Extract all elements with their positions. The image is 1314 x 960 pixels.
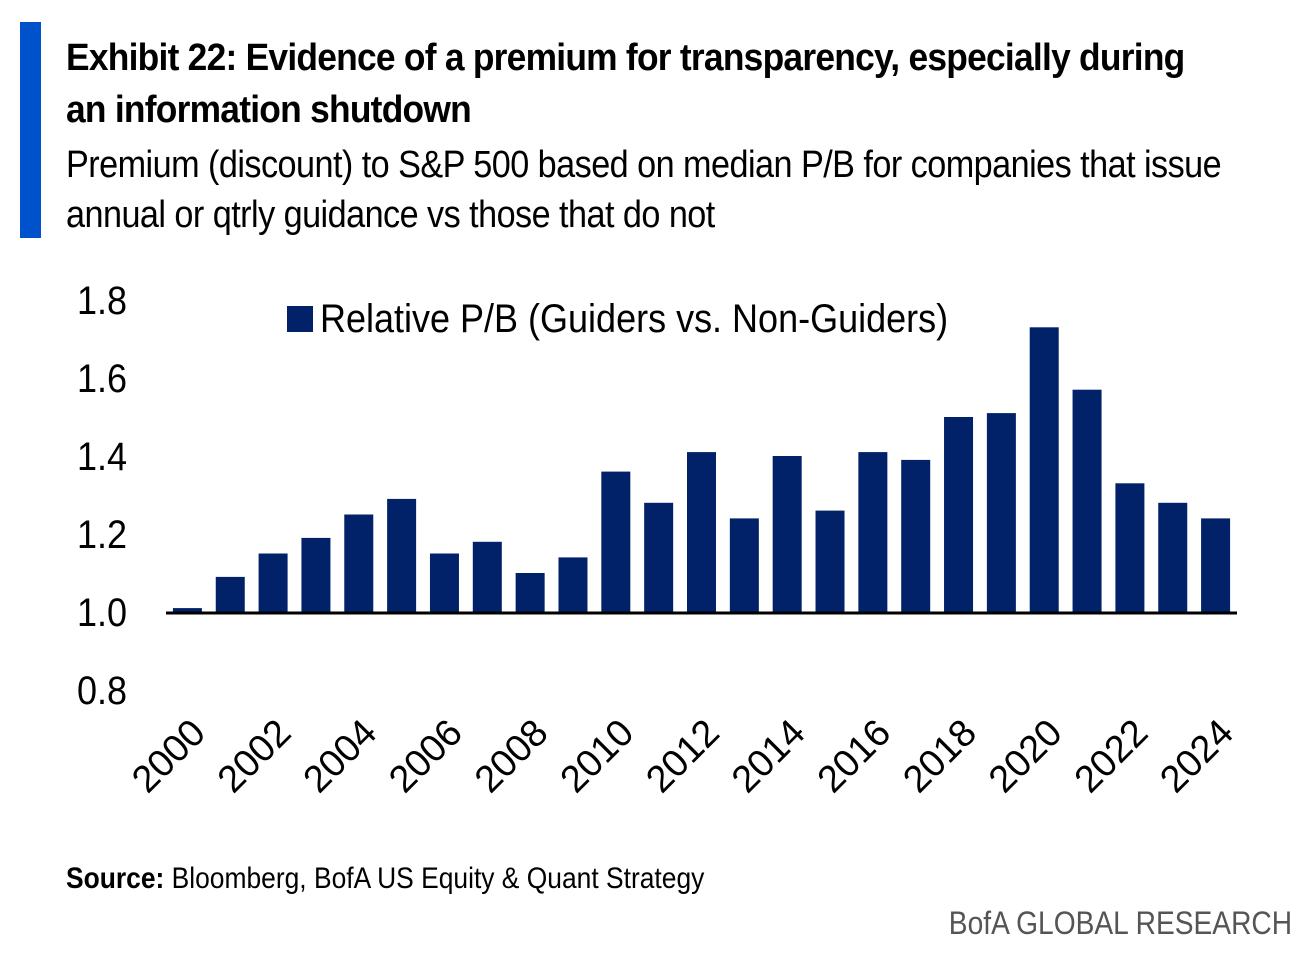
bar-2003: [301, 537, 331, 612]
x-tick-label: 2012: [638, 712, 727, 801]
y-tick-label: 0.8: [77, 669, 127, 713]
bar-2020: [1029, 327, 1059, 612]
bar-2011: [644, 502, 674, 612]
bar-2014: [772, 456, 802, 612]
x-tick-label: 2024: [1152, 712, 1241, 801]
chart-subtitle: Premium (discount) to S&P 500 based on m…: [66, 144, 1222, 236]
bar-2023: [1158, 502, 1188, 612]
x-tick-label: 2020: [981, 712, 1070, 801]
x-tick-label: 2002: [210, 712, 299, 801]
x-tick-label: 2008: [467, 712, 556, 801]
x-tick-label: 2000: [124, 712, 213, 801]
x-tick-label: 2006: [381, 712, 470, 801]
bar-2002: [258, 553, 288, 612]
source-note: Source: Bloomberg, BofA US Equity & Quan…: [66, 862, 704, 896]
bar-2006: [429, 553, 459, 612]
bar-2010: [601, 471, 631, 612]
bar-2017: [901, 459, 931, 612]
bar-2009: [558, 557, 588, 612]
chart-title: Exhibit 22: Evidence of a premium for tr…: [66, 37, 1185, 131]
bar-2018: [944, 417, 974, 612]
y-tick-label: 1.4: [77, 435, 127, 479]
bar-2008: [515, 573, 545, 612]
x-tick-label: 2010: [553, 712, 642, 801]
bar-2013: [729, 518, 759, 612]
legend-label: Relative P/B (Guiders vs. Non-Guiders): [320, 297, 948, 341]
source-text: Bloomberg, BofA US Equity & Quant Strate…: [171, 862, 705, 895]
accent-bar: [20, 22, 41, 238]
bar-2007: [472, 541, 502, 612]
x-tick-label: 2014: [724, 712, 813, 801]
bar-2012: [687, 452, 716, 612]
legend-swatch: [287, 306, 313, 332]
bar-2004: [344, 514, 374, 612]
bar-chart: 0.81.01.21.41.61.82000200220042006200820…: [77, 279, 1242, 801]
source-label: Source:: [66, 862, 165, 895]
x-tick-label: 2018: [895, 712, 984, 801]
brand-footer: BofA GLOBAL RESEARCH: [948, 905, 1292, 941]
bar-2015: [815, 510, 845, 612]
x-tick-label: 2022: [1067, 712, 1156, 801]
x-tick-label: 2004: [296, 712, 385, 801]
bar-2001: [215, 576, 245, 612]
bar-2016: [858, 452, 888, 612]
bar-2005: [387, 498, 417, 612]
y-tick-label: 1.6: [77, 357, 127, 401]
y-tick-label: 1.2: [77, 513, 127, 557]
y-tick-label: 1.0: [77, 591, 127, 635]
bar-2000: [172, 608, 202, 612]
bar-2019: [986, 413, 1016, 612]
y-tick-label: 1.8: [77, 279, 127, 323]
bar-2021: [1072, 389, 1102, 612]
x-tick-label: 2016: [810, 712, 899, 801]
bar-2024: [1201, 518, 1231, 612]
bar-2022: [1115, 483, 1145, 612]
